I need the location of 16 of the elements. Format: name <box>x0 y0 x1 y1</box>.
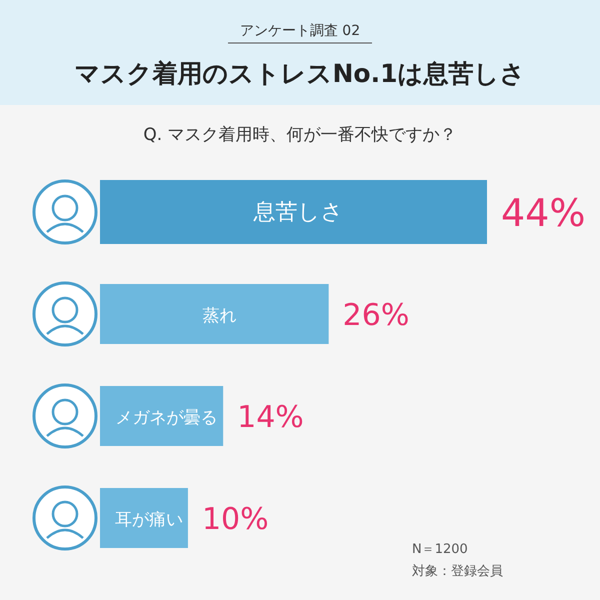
data-label: 44% <box>501 191 586 235</box>
y-tick-label: メガネが曇る <box>116 408 218 428</box>
y-tick-label: 蒸れ <box>202 306 236 326</box>
y-tick-label: 息苦しさ <box>252 200 344 225</box>
data-label: 26% <box>342 298 410 333</box>
bar <box>100 488 188 548</box>
annotation: N＝1200 <box>412 542 468 557</box>
text: アンケート調査 02 <box>240 23 360 39</box>
chart-subtitle: Q. マスク着用時、何が一番不快ですか？ <box>143 125 457 145</box>
data-label: 14% <box>237 400 304 435</box>
annotation: 対象：登録会員 <box>412 563 503 579</box>
data-label: 10% <box>202 502 269 537</box>
bar <box>100 284 329 344</box>
y-tick-label: 耳が痛い <box>114 510 183 530</box>
chart-title: マスク着用のストレスNo.1は息苦しさ <box>74 59 526 88</box>
bar <box>100 386 224 446</box>
